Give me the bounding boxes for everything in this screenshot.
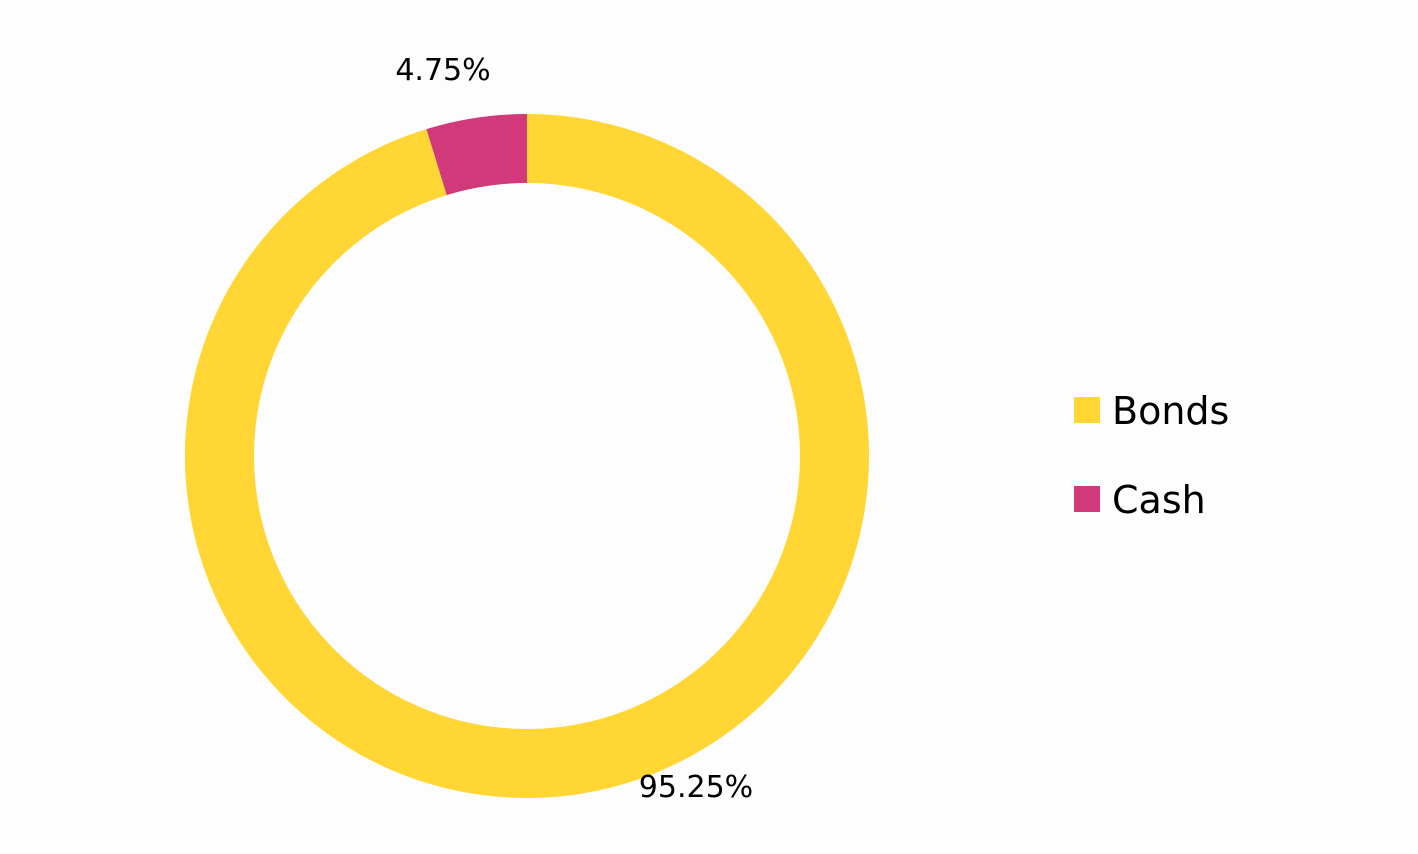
data-label-bonds: 95.25% — [639, 770, 753, 805]
legend-swatch-bonds — [1074, 397, 1100, 423]
legend-label-cash: Cash — [1112, 478, 1206, 522]
legend-swatch-cash — [1074, 486, 1100, 512]
slice-bonds — [184, 114, 869, 798]
slice-cash — [426, 114, 527, 196]
legend: Bonds Cash — [1074, 389, 1229, 522]
data-label-cash: 4.75% — [395, 53, 490, 88]
legend-label-bonds: Bonds — [1112, 389, 1229, 433]
donut-slices — [184, 114, 869, 798]
data-labels: 4.75% 95.25% — [395, 53, 753, 805]
